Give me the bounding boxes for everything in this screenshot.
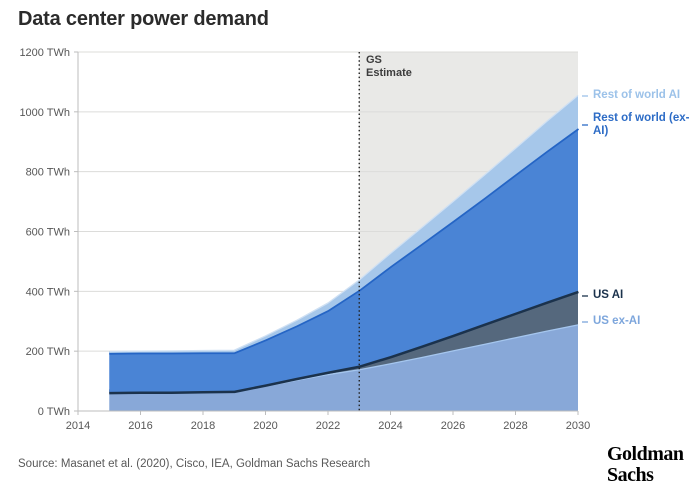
legend-dash-icon — [582, 94, 588, 97]
svg-text:2020: 2020 — [253, 420, 277, 432]
legend-rest-of-world-ex-ai: Rest of world (ex-AI) — [582, 112, 692, 138]
svg-text:1000 TWh: 1000 TWh — [19, 107, 70, 119]
logo-line1: Goldman — [607, 443, 684, 465]
svg-text:2030: 2030 — [566, 420, 590, 432]
legend-label: US AI — [593, 289, 624, 301]
svg-text:2016: 2016 — [128, 420, 152, 432]
svg-text:400 TWh: 400 TWh — [26, 286, 70, 298]
svg-text:2028: 2028 — [503, 420, 527, 432]
svg-text:2014: 2014 — [66, 420, 90, 432]
chart-title: Data center power demand — [18, 8, 269, 30]
gs-estimate-line2: Estimate — [366, 67, 412, 79]
svg-text:1200 TWh: 1200 TWh — [19, 47, 70, 59]
svg-text:200 TWh: 200 TWh — [26, 346, 70, 358]
svg-text:2024: 2024 — [378, 420, 402, 432]
legend-rest-of-world-ai: Rest of world AI — [582, 89, 680, 102]
logo-line2: Sachs — [607, 464, 654, 486]
legend-label: Rest of world (ex-AI) — [593, 112, 690, 137]
legend-label: US ex-AI — [593, 315, 641, 327]
legend-label: Rest of world AI — [593, 89, 681, 101]
legend-us-ex-ai: US ex-AI — [582, 315, 640, 328]
gs-estimate-annotation: GS Estimate — [366, 54, 412, 80]
legend-dash-icon — [582, 124, 588, 126]
svg-text:2026: 2026 — [441, 420, 465, 432]
goldman-sachs-logo: Goldman Sachs — [607, 444, 684, 486]
source-text: Source: Masanet et al. (2020), Cisco, IE… — [18, 458, 371, 470]
legend-us-ai: US AI — [582, 289, 623, 302]
svg-text:2022: 2022 — [316, 420, 340, 432]
svg-text:2018: 2018 — [191, 420, 215, 432]
legend-dash-icon — [582, 294, 588, 297]
legend-dash-icon — [582, 320, 588, 323]
svg-text:0 TWh: 0 TWh — [38, 406, 70, 418]
svg-text:600 TWh: 600 TWh — [26, 227, 70, 239]
svg-text:800 TWh: 800 TWh — [26, 167, 70, 179]
gs-estimate-line1: GS — [366, 54, 382, 66]
